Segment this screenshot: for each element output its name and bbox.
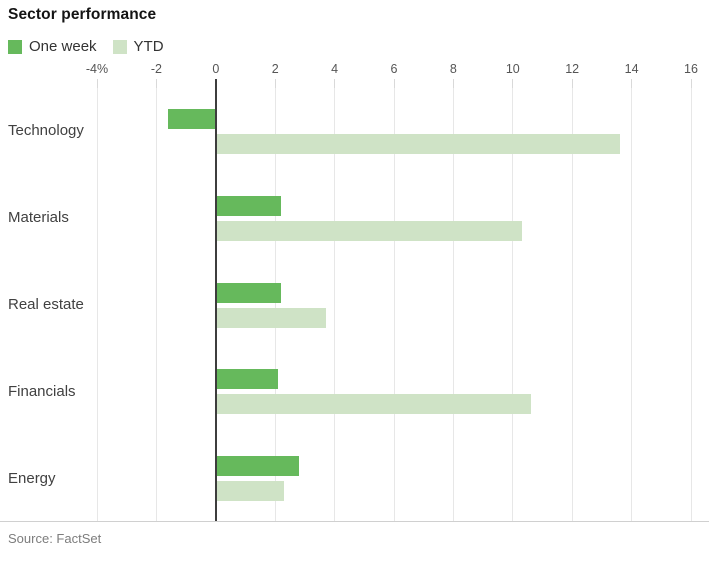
axis-tick-label: -2 (150, 62, 162, 76)
gridline (96, 88, 98, 521)
category-label-energy: Energy (8, 469, 56, 487)
gridline (512, 88, 514, 521)
axis-tick-label: 2 (271, 62, 279, 76)
bar-one-week-real-estate (215, 282, 282, 303)
legend-label: YTD (133, 38, 164, 55)
gridline (631, 88, 633, 521)
legend-item-ytd: YTD (112, 38, 164, 55)
footer-divider (0, 521, 709, 522)
legend-label: One week (29, 38, 97, 55)
gridline (393, 88, 395, 521)
zero-axis-line (215, 79, 217, 521)
axis-tick (631, 79, 633, 88)
bar-ytd-technology (215, 133, 620, 154)
source-note: Source: FactSet (8, 531, 102, 546)
category-label-materials: Materials (8, 209, 69, 227)
bar-one-week-financials (215, 369, 279, 390)
bar-one-week-materials (215, 195, 282, 216)
axis-tick-label: 6 (390, 62, 398, 76)
bar-ytd-energy (215, 481, 285, 502)
gridline (452, 88, 454, 521)
axis-tick (571, 79, 573, 88)
legend-item-one-week: One week (8, 38, 97, 55)
axis-tick (393, 79, 395, 88)
axis-tick-label: 12 (565, 62, 580, 76)
gridline (155, 88, 157, 521)
axis-tick-label: 8 (449, 62, 457, 76)
bar-ytd-real-estate (215, 307, 326, 328)
axis-tick-label: 0 (212, 62, 220, 76)
bar-one-week-technology (168, 108, 216, 129)
axis-tick-label: 16 (684, 62, 698, 76)
bar-ytd-financials (215, 394, 531, 415)
axis-tick (96, 79, 98, 88)
bar-one-week-energy (215, 456, 299, 477)
gridline (334, 88, 336, 521)
axis-tick-label: 14 (624, 62, 639, 76)
category-label-real-estate: Real estate (8, 296, 84, 313)
axis-tick (452, 79, 454, 88)
legend-swatch-ytd (112, 39, 127, 54)
bar-ytd-materials (215, 220, 522, 241)
axis-tick (512, 79, 514, 88)
axis-tick (155, 79, 157, 88)
category-label-financials: Financials (8, 382, 76, 400)
gridline (690, 88, 692, 521)
axis-tick (690, 79, 692, 88)
category-label-technology: Technology (8, 122, 84, 140)
axis-tick-label: 10 (505, 62, 520, 76)
chart-legend: One week YTD (8, 38, 164, 55)
gridline (571, 88, 573, 521)
axis-tick (334, 79, 336, 88)
page-title: Sector performance (8, 6, 157, 23)
axis-tick-label: -4% (85, 62, 109, 76)
legend-swatch-one-week (8, 39, 22, 54)
axis-tick (274, 79, 276, 88)
axis-tick-label: 4 (331, 62, 339, 76)
gridline (274, 88, 276, 521)
